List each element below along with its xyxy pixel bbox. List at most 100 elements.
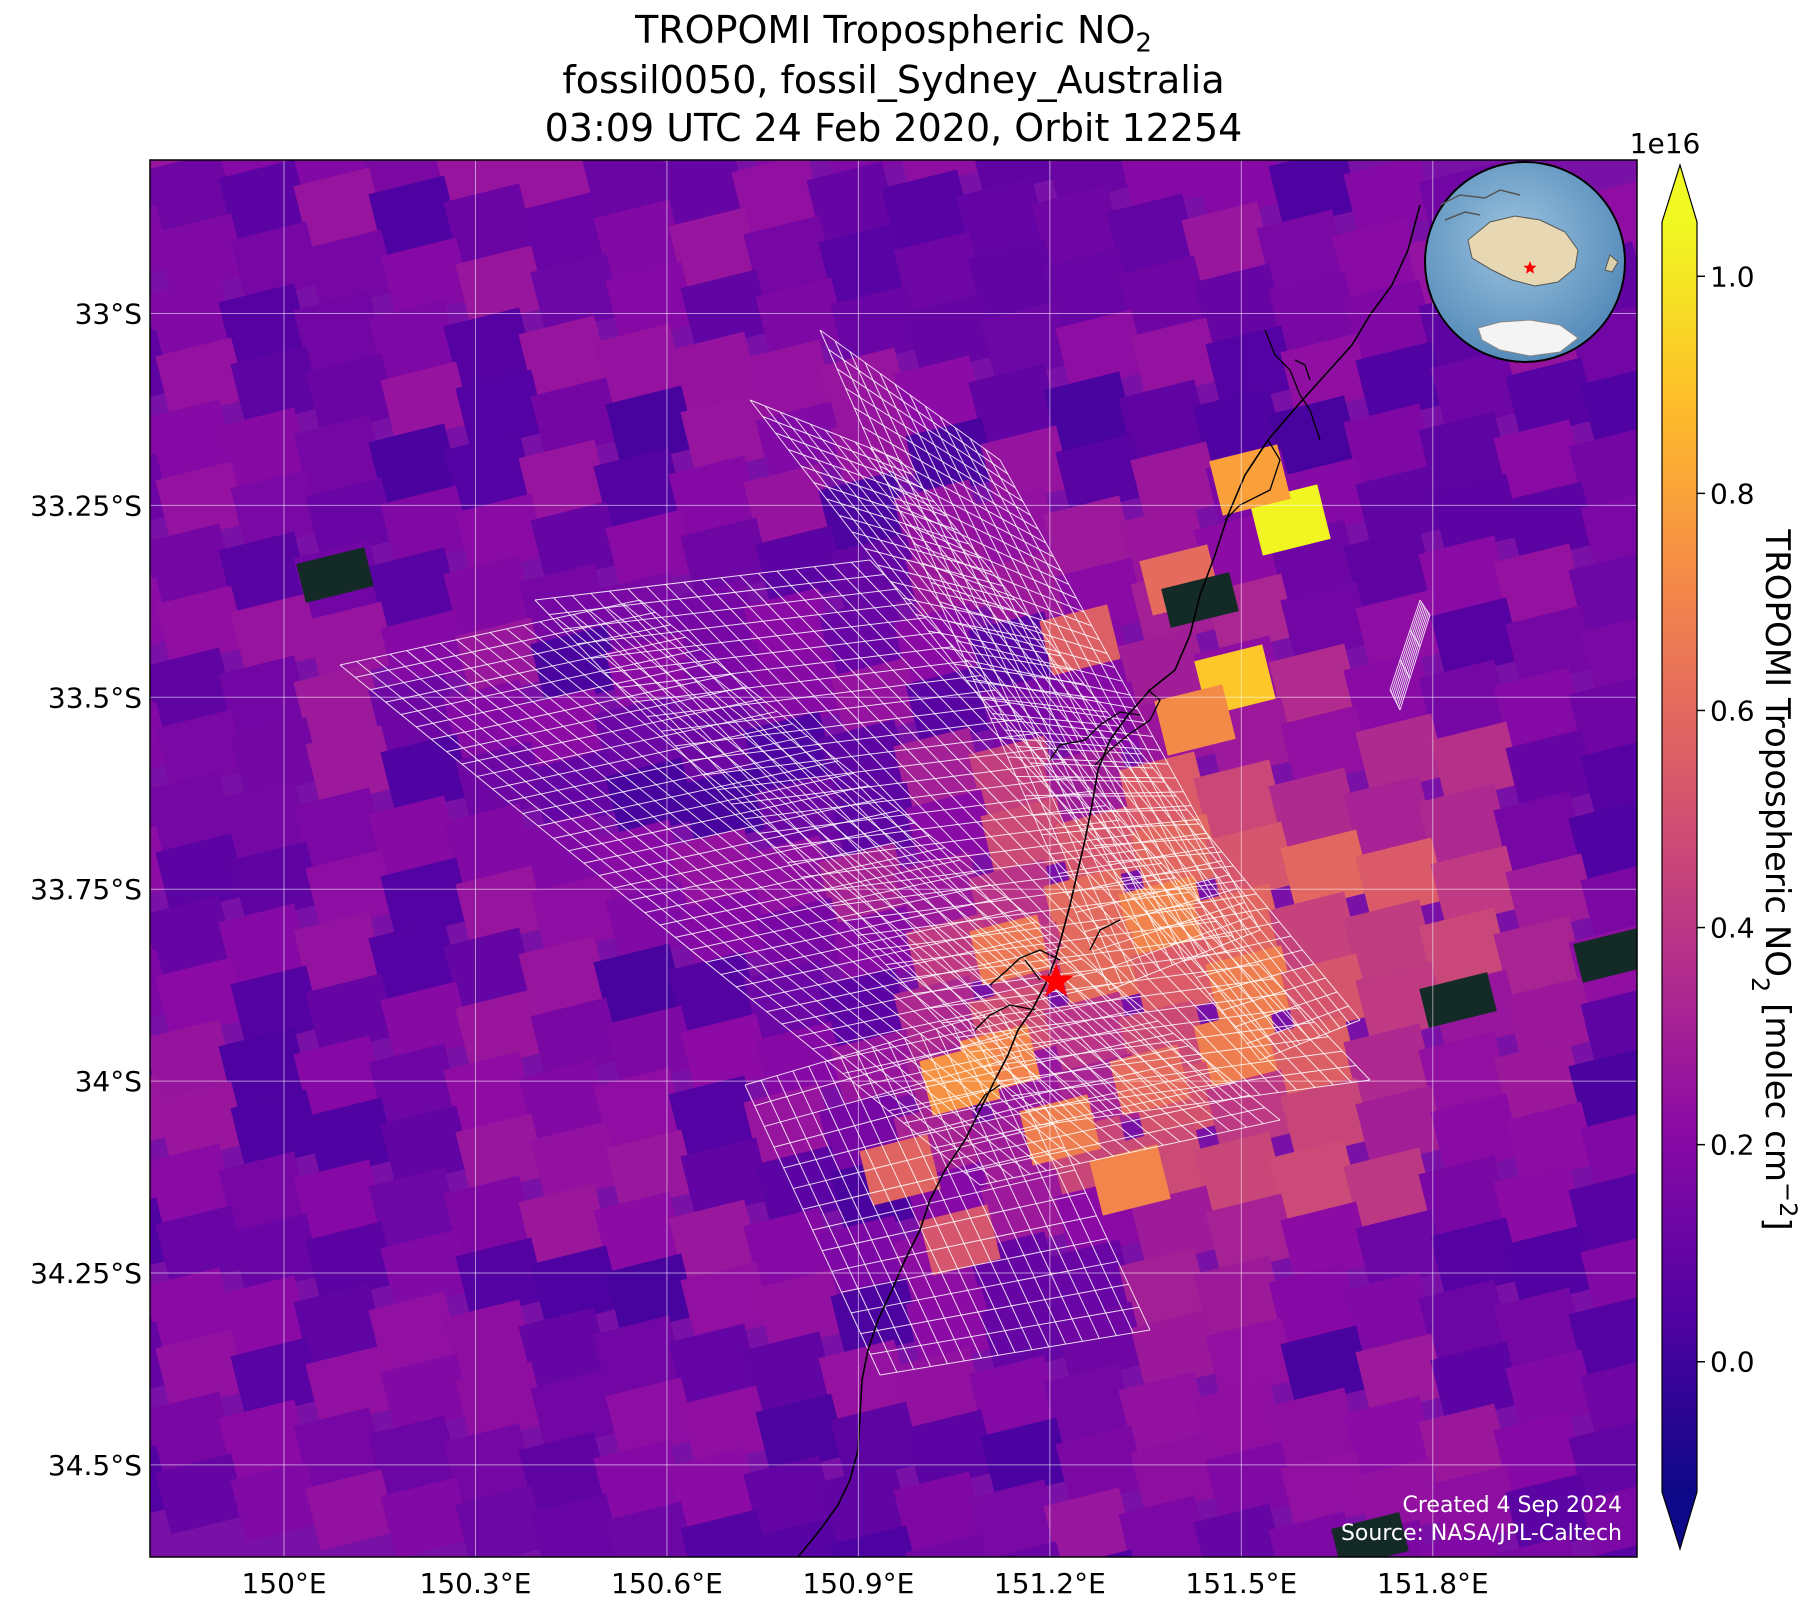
no2-pixel — [743, 1455, 835, 1537]
no2-pixel — [230, 593, 322, 675]
globe-australia — [1467, 215, 1579, 287]
swath-gridline — [801, 833, 1134, 878]
no2-pixel — [680, 269, 772, 351]
no2-pixel — [1130, 441, 1222, 523]
no2-pixel — [1118, 1371, 1210, 1453]
no2-pixel — [1418, 1403, 1510, 1485]
no2-pixel — [668, 1199, 760, 1281]
swath-gridline — [385, 636, 686, 703]
swath-gridline — [1259, 1019, 1361, 1061]
no2-pixel — [56, 82, 147, 163]
no2-pixel — [893, 160, 985, 189]
no2-pixel — [0, 136, 85, 217]
no2-pixel — [818, 1463, 910, 1545]
no2-pixel — [443, 555, 535, 637]
no2-pixel — [1280, 581, 1372, 663]
no2-pixel — [680, 1137, 772, 1219]
swath-gridline — [896, 504, 1070, 585]
globe-islands — [1439, 189, 1521, 221]
no2-pixel — [1418, 783, 1510, 865]
no2-pixel — [1280, 1201, 1372, 1283]
no2-pixel — [1343, 1395, 1435, 1477]
no2-pixel — [1043, 247, 1135, 329]
no2-pixel — [155, 337, 247, 419]
no2-pixel — [150, 399, 235, 481]
longitude-tick-label: 150.6°E — [611, 1567, 723, 1600]
no2-pixel — [443, 1299, 535, 1381]
no2-pixel — [1418, 1279, 1510, 1361]
no2-pixel — [1505, 729, 1597, 811]
no2-pixel — [1205, 1441, 1297, 1523]
swath-gridline — [1081, 823, 1200, 830]
swath-gridline — [797, 970, 1098, 1037]
swath-gridline — [822, 1192, 1086, 1252]
swath-gridline — [492, 723, 793, 790]
latitude-tick-label: 33°S — [75, 298, 142, 331]
no2-pixel — [605, 385, 697, 467]
no-data-pixel — [1161, 572, 1239, 628]
no2-pixel — [1268, 767, 1360, 849]
no2-pixel — [530, 377, 622, 459]
no2-pixel — [980, 425, 1072, 507]
no2-pixel — [150, 391, 160, 473]
no2-pixel — [581, 160, 673, 219]
swath-gridline — [675, 703, 1009, 747]
no2-pixel — [1268, 1387, 1360, 1469]
no2-pixel — [956, 177, 1048, 259]
no2-pixel — [1205, 1193, 1297, 1275]
no2-pixel — [150, 160, 235, 233]
no2-pixel — [155, 1205, 247, 1287]
no2-pixel — [380, 1477, 472, 1557]
swath-gridline — [553, 772, 854, 839]
no2-pixel-layer — [0, 44, 1637, 1557]
no2-pixel — [230, 1461, 322, 1543]
swath-gridline — [731, 761, 1065, 805]
no2-pixel — [1205, 325, 1297, 407]
no2-pixel — [368, 1291, 460, 1373]
swath-gridline — [862, 426, 1039, 530]
swath-gridline — [1024, 791, 1184, 797]
no2-pixel — [150, 523, 235, 605]
swath-gridline — [736, 921, 1037, 988]
no2-pixel — [605, 1501, 697, 1557]
no2-pixel — [368, 52, 459, 133]
no2-pixel — [230, 1337, 322, 1419]
no2-pixel — [218, 283, 310, 365]
no2-pixel — [1343, 1023, 1435, 1105]
colorbar-tick-label: 0.6 — [1710, 694, 1755, 727]
no2-pixel — [368, 547, 460, 629]
no2-pixel — [506, 160, 598, 211]
swath-gridline — [1398, 612, 1430, 708]
no2-pixel — [443, 927, 535, 1009]
latitude-tick-label: 33.25°S — [30, 489, 142, 522]
no2-pixel — [1493, 543, 1585, 625]
swath-gridline — [431, 673, 732, 740]
no2-pixel — [155, 1329, 247, 1411]
no2-pixel — [830, 285, 922, 367]
swath-gridline — [703, 732, 1037, 776]
no2-pixel — [530, 253, 622, 335]
no2-hotspot-pixel — [1109, 1044, 1191, 1116]
no2-pixel — [518, 1431, 610, 1513]
no2-pixel — [293, 44, 384, 125]
no2-pixel — [1355, 1085, 1447, 1167]
no2-pixel — [1043, 1363, 1135, 1445]
no2-pixel — [1580, 861, 1637, 943]
no2-pixel — [380, 857, 472, 939]
no2-pixel — [380, 981, 472, 1063]
title-prefix: TROPOMI Tropospheric NO — [635, 8, 1136, 52]
swath-gridline — [605, 631, 940, 674]
no2-pixel — [305, 725, 397, 807]
no2-hotspot-pixel — [1209, 444, 1291, 516]
no2-pixel — [1268, 160, 1360, 229]
no2-pixel — [443, 431, 535, 513]
swath-gridline — [841, 1238, 1108, 1293]
swath-gridline — [1025, 1065, 1357, 1111]
no2-pixel — [150, 647, 235, 729]
no2-pixel — [1055, 681, 1147, 763]
no2-pixel — [893, 1347, 985, 1429]
no2-pixel — [150, 1019, 235, 1101]
swath-gridline — [902, 597, 1039, 629]
no2-pixel — [1580, 1233, 1637, 1315]
